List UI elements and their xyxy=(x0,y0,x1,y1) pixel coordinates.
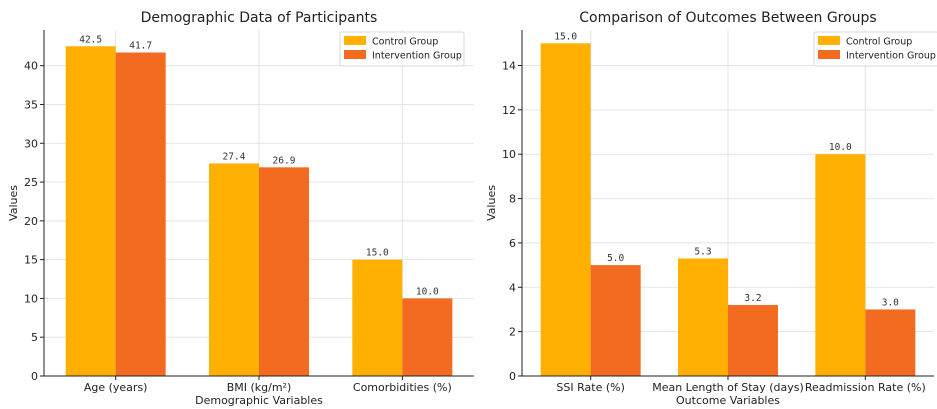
legend-swatch-control xyxy=(344,36,366,45)
bar-intervention xyxy=(402,298,453,376)
x-tick-label: SSI Rate (%) xyxy=(556,381,624,394)
x-tick-label: BMI (kg/m²) xyxy=(227,381,292,394)
y-tick-label: 10 xyxy=(502,148,516,161)
bar-control xyxy=(815,154,866,376)
bar-intervention xyxy=(728,305,778,376)
legend-swatch-intervention xyxy=(344,50,366,59)
data-label: 3.2 xyxy=(744,293,761,304)
y-tick-label: 12 xyxy=(502,104,516,117)
y-tick-label: 20 xyxy=(24,215,38,228)
bar-control xyxy=(352,259,403,376)
bar-intervention xyxy=(590,265,641,376)
y-axis-label: Values xyxy=(485,185,498,221)
y-tick-label: 40 xyxy=(24,60,38,73)
data-label: 5.0 xyxy=(607,253,624,264)
bar-intervention xyxy=(115,52,166,377)
legend: Control Group Intervention Group xyxy=(813,31,937,67)
bar-control xyxy=(678,258,728,376)
x-tick-label: Age (years) xyxy=(84,381,148,394)
y-tick-label: 4 xyxy=(509,281,516,294)
chart-title: Comparison of Outcomes Between Groups xyxy=(579,10,876,26)
bar-intervention xyxy=(865,309,916,376)
legend-box xyxy=(339,31,465,67)
data-label: 15.0 xyxy=(366,248,389,259)
data-label: 27.4 xyxy=(223,151,246,162)
chart-panel-1: 42.5 27.4 15.0 41.7 26.9 10.0 0 5 10 15 20 25 30 35 40… xyxy=(7,10,474,407)
y-tick-label: 30 xyxy=(24,137,38,150)
data-label: 10.0 xyxy=(829,142,852,153)
bar-control xyxy=(65,46,116,377)
data-label: 15.0 xyxy=(554,31,577,42)
x-tick-label: Mean Length of Stay (days) xyxy=(652,381,804,394)
data-label: 10.0 xyxy=(416,286,439,297)
chart-title: Demographic Data of Participants xyxy=(141,10,378,26)
legend-label: Intervention Group xyxy=(372,51,462,62)
legend-swatch-intervention xyxy=(818,50,840,59)
legend-label: Intervention Group xyxy=(846,51,936,62)
y-tick-label: 10 xyxy=(24,292,38,305)
y-tick-label: 15 xyxy=(24,254,38,267)
y-tick-label: 5 xyxy=(31,331,38,344)
legend-label: Control Group xyxy=(372,37,438,48)
y-axis-label: Values xyxy=(7,185,20,221)
y-tick-label: 35 xyxy=(24,98,38,111)
legend-label: Control Group xyxy=(846,37,912,48)
data-label: 42.5 xyxy=(79,34,102,45)
x-axis-label: Demographic Variables xyxy=(195,394,323,407)
legend-swatch-control xyxy=(818,36,840,45)
data-label: 3.0 xyxy=(882,297,899,308)
y-tick-label: 0 xyxy=(31,370,38,383)
y-tick-label: 14 xyxy=(502,59,516,72)
y-tick-label: 25 xyxy=(24,176,38,189)
y-tick-label: 0 xyxy=(509,370,516,383)
data-label: 41.7 xyxy=(129,40,152,51)
y-tick-label: 2 xyxy=(509,326,516,339)
bar-control xyxy=(209,163,259,376)
x-axis-label: Outcome Variables xyxy=(676,394,780,407)
legend-box xyxy=(813,31,937,67)
data-label: 26.9 xyxy=(273,155,296,166)
legend: Control Group Intervention Group xyxy=(339,31,465,67)
data-label: 5.3 xyxy=(694,246,711,257)
bar-control xyxy=(540,43,591,377)
y-tick-label: 8 xyxy=(509,193,516,206)
chart-panel-2: 15.0 5.3 10.0 5.0 3.2 3.0 0 2 4 6 8 10 12 14 SSI Rate … xyxy=(485,10,937,407)
x-tick-label: Comorbidities (%) xyxy=(353,381,452,394)
y-tick-label: 6 xyxy=(509,237,516,250)
x-tick-label: Readmission Rate (%) xyxy=(805,381,926,394)
bar-intervention xyxy=(259,167,309,376)
